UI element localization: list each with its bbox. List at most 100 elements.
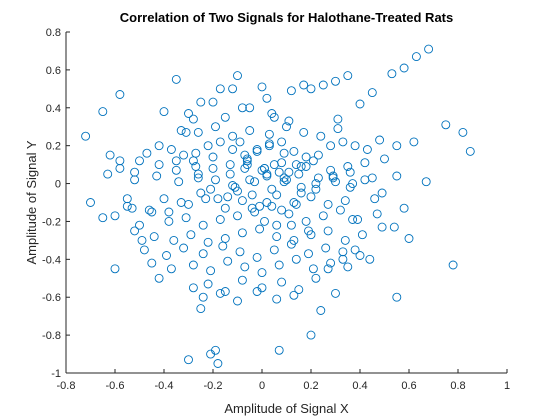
- data-point: [291, 199, 301, 209]
- data-point: [198, 292, 208, 302]
- data-point: [252, 145, 262, 154]
- data-point: [323, 226, 333, 236]
- x-axis-ticks: -0.8 -0.6 -0.4 -0.2 0 0.2 0.4 0.6 0.8 1: [57, 369, 510, 392]
- y-axis-label: Amplitude of Signal Y: [24, 140, 39, 264]
- data-point: [294, 285, 304, 295]
- data-point: [233, 186, 242, 196]
- data-point: [399, 203, 409, 213]
- data-point: [206, 266, 216, 276]
- data-point: [318, 80, 328, 90]
- data-point: [237, 103, 247, 113]
- data-point: [127, 203, 137, 213]
- data-point: [377, 222, 387, 232]
- data-point: [441, 120, 451, 130]
- data-point: [250, 177, 260, 187]
- data-point: [237, 196, 247, 206]
- data-point: [421, 177, 431, 187]
- data-point: [257, 268, 267, 278]
- data-point: [365, 254, 375, 264]
- x-tick-label: -0.4: [155, 380, 174, 392]
- data-point: [274, 260, 284, 270]
- data-point: [372, 209, 382, 219]
- data-point: [282, 122, 291, 132]
- data-point: [162, 251, 171, 260]
- data-point: [233, 211, 242, 221]
- data-point: [130, 167, 140, 177]
- data-point: [198, 220, 208, 230]
- data-point: [159, 194, 169, 204]
- data-point: [237, 228, 247, 238]
- data-point: [296, 188, 306, 198]
- data-point: [208, 152, 218, 162]
- data-point: [245, 175, 255, 185]
- data-point: [333, 124, 343, 134]
- data-point: [318, 211, 328, 221]
- data-point: [233, 296, 242, 306]
- data-point: [404, 234, 414, 243]
- data-point: [424, 44, 434, 54]
- data-point: [335, 205, 345, 215]
- data-point: [213, 359, 223, 368]
- data-point: [272, 294, 282, 304]
- data-point: [367, 173, 377, 183]
- x-tick-label: -0.8: [57, 380, 76, 392]
- data-point: [331, 76, 340, 86]
- y-tick-label: 0.6: [46, 65, 61, 77]
- data-point: [144, 205, 154, 215]
- data-point: [284, 167, 294, 177]
- data-point: [164, 216, 174, 226]
- data-point: [260, 163, 269, 173]
- data-point: [154, 160, 164, 170]
- data-point: [122, 201, 132, 211]
- data-point: [130, 226, 140, 236]
- data-point: [103, 169, 113, 179]
- data-point: [360, 158, 370, 168]
- data-point: [252, 252, 262, 262]
- data-point: [196, 304, 206, 314]
- data-point: [149, 232, 159, 242]
- data-point: [375, 135, 385, 145]
- data-point: [313, 173, 323, 183]
- data-point: [269, 245, 279, 255]
- data-point: [225, 160, 235, 170]
- data-point: [343, 162, 353, 171]
- data-point: [279, 148, 289, 158]
- data-point: [208, 97, 218, 107]
- data-point: [299, 80, 309, 90]
- data-point: [215, 137, 225, 147]
- points-layer: [81, 44, 475, 368]
- data-point: [348, 215, 358, 224]
- data-point: [179, 243, 189, 253]
- data-point: [166, 145, 176, 154]
- x-axis-label: Amplitude of Signal X: [224, 401, 349, 416]
- data-point: [458, 127, 468, 137]
- x-tick-label: 0: [259, 380, 265, 392]
- data-point: [211, 175, 220, 185]
- data-point: [277, 277, 287, 287]
- data-point: [289, 290, 299, 300]
- data-point: [169, 235, 179, 245]
- y-tick-label: 0.8: [46, 27, 61, 39]
- data-point: [380, 154, 389, 164]
- data-point: [277, 137, 287, 147]
- data-point: [262, 93, 272, 103]
- data-point: [306, 192, 316, 202]
- data-point: [218, 241, 228, 251]
- data-point: [465, 146, 475, 156]
- data-point: [184, 355, 193, 365]
- x-tick-label: 1: [504, 380, 510, 392]
- data-point: [137, 235, 147, 245]
- data-point: [122, 194, 132, 204]
- data-point: [186, 230, 196, 240]
- x-tick-label: 0.8: [450, 380, 465, 392]
- data-point: [277, 205, 287, 215]
- data-point: [277, 158, 287, 168]
- data-point: [289, 146, 299, 156]
- data-point: [228, 181, 238, 190]
- data-point: [255, 224, 265, 234]
- data-point: [355, 99, 365, 109]
- data-point: [105, 150, 115, 160]
- data-point: [220, 234, 230, 243]
- data-point: [367, 88, 377, 98]
- data-point: [355, 251, 365, 260]
